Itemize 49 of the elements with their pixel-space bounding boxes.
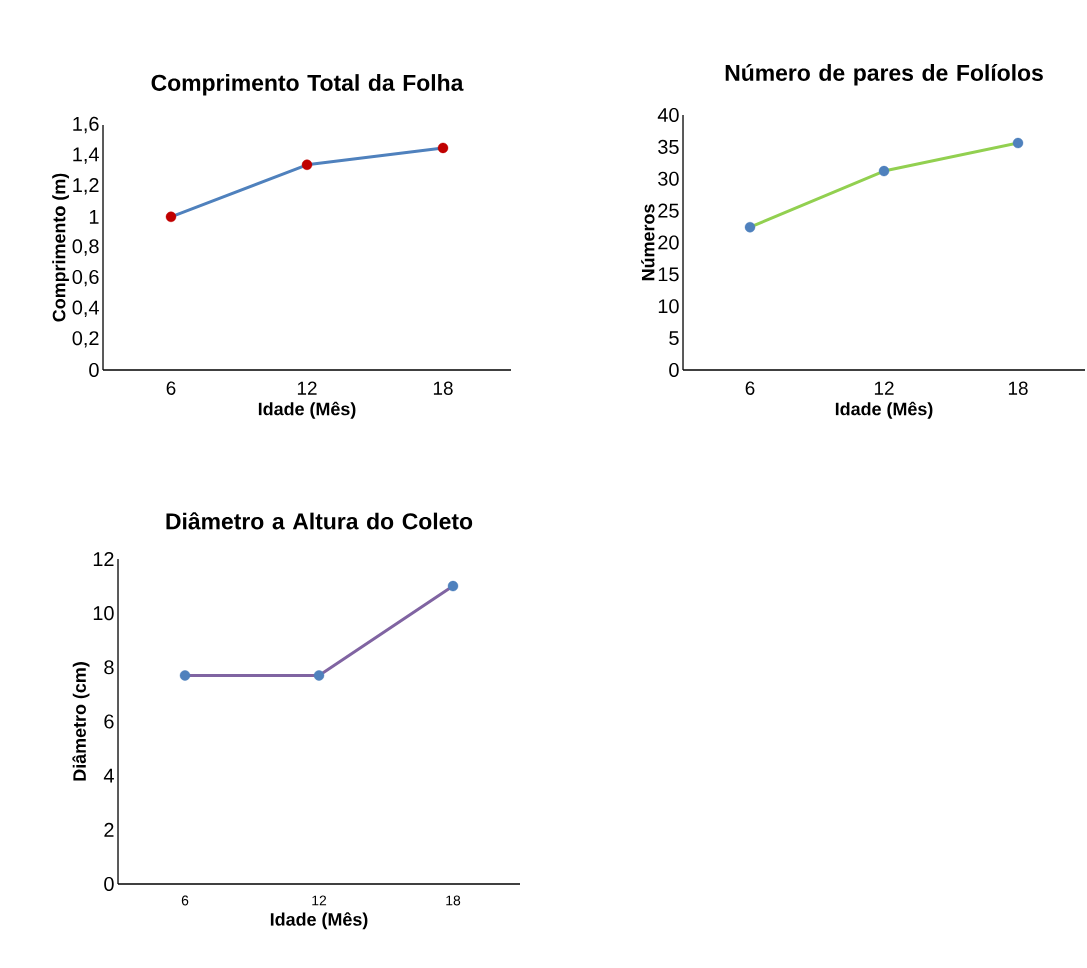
x-tick-label: 6 — [745, 381, 755, 395]
y-tick-label: 12 — [93, 552, 114, 566]
chart-title: Comprimento Total da Folha — [151, 74, 464, 96]
y-tick-label: 20 — [658, 235, 679, 250]
point — [744, 221, 756, 233]
x-tick-label: 12 — [874, 381, 894, 395]
y-tick-label: 2 — [104, 822, 114, 837]
point — [165, 211, 177, 223]
x-tick-label: 12 — [312, 895, 327, 906]
point — [1012, 137, 1024, 149]
y-axis-title: Diâmetro (cm) — [72, 662, 90, 781]
y-tick-label: 10 — [658, 299, 679, 314]
y-tick-label: 1 — [89, 210, 99, 224]
y-tick-label: 1,2 — [73, 178, 99, 195]
y-tick-label: 15 — [658, 267, 679, 282]
y-tick-label: 25 — [658, 203, 679, 218]
point — [437, 142, 449, 154]
x-axis-title: Idade (Mês) — [835, 401, 933, 419]
y-tick-label: 0,4 — [72, 300, 99, 317]
y-tick-label: 0,2 — [72, 331, 99, 348]
y-tick-label: 1,6 — [73, 116, 99, 134]
x-axis-title: Idade (Mês) — [258, 401, 356, 419]
x-tick-label: 12 — [297, 381, 317, 395]
y-tick-label: 5 — [669, 331, 679, 346]
y-tick-label: 0 — [104, 876, 114, 892]
x-tick-label: 6 — [181, 895, 189, 906]
x-tick-label: 18 — [433, 381, 453, 395]
point — [878, 165, 890, 177]
y-tick-label: 10 — [93, 606, 114, 621]
x-tick-label: 18 — [446, 895, 461, 906]
y-tick-label: 1,4 — [73, 147, 99, 164]
x-axis-title: Idade (Mês) — [270, 912, 368, 930]
y-tick-label: 0,8 — [72, 239, 99, 256]
chart-title: Número de pares de Folíolos — [725, 63, 1043, 86]
y-tick-label: 0,6 — [72, 269, 99, 287]
y-tick-label: 4 — [103, 768, 114, 783]
y-tick-label: 8 — [104, 660, 114, 675]
y-tick-label: 0 — [89, 362, 99, 378]
y-tick-label: 40 — [657, 107, 679, 123]
y-tick-label: 30 — [658, 171, 679, 186]
y-tick-label: 6 — [104, 714, 114, 729]
y-axis-title: Números — [641, 204, 655, 281]
y-axis-title: Comprimento (m) — [52, 173, 69, 322]
y-tick-label: 0 — [669, 362, 679, 378]
x-tick-label: 18 — [1008, 381, 1028, 395]
x-tick-label: 6 — [166, 381, 176, 395]
chart-title: Diâmetro a Altura do Coleto — [166, 512, 473, 530]
point — [301, 159, 313, 170]
y-tick-label: 35 — [658, 139, 679, 154]
